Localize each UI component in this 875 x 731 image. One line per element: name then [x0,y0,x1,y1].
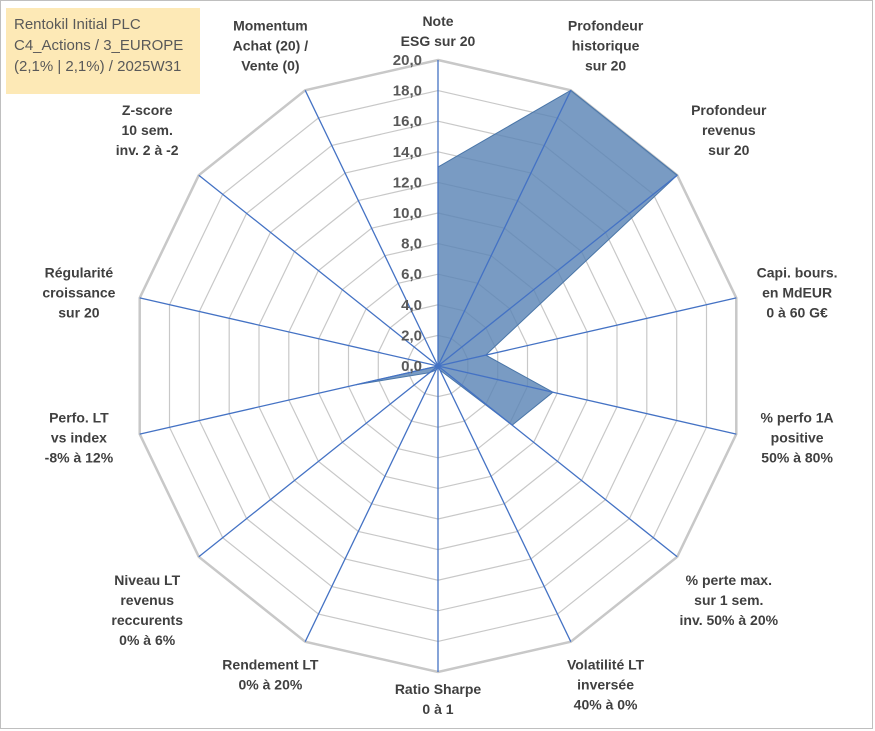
axis-label-line: Niveau LT [114,572,180,588]
axis-label-line: ESG sur 20 [401,33,476,49]
info-period: (2,1% | 2,1%) / 2025W31 [14,58,182,75]
axis-spoke [139,365,439,435]
axis-label-line: 0 à 60 G€ [766,305,828,321]
axis-label-line: 40% à 0% [574,697,638,713]
tick-label: 2,0 [401,327,422,344]
axis-label: Ratio Sharpe 0 à 1 [395,681,482,717]
axis-label-line: 0% à 20% [238,677,302,693]
info-company-name: Rentokil Initial PLC [14,16,141,33]
axis-label-line: % perfo 1A [761,410,834,426]
axis-label-line: 0 à 1 [422,701,453,717]
axis-label-line: inv. 2 à -2 [116,142,179,158]
tick-label: 12,0 [393,174,422,191]
axis-label-line: revenus [702,122,756,138]
tick-label: 16,0 [393,113,422,130]
axis-label: Volatilité LT inversée 40% à 0% [567,657,645,713]
axis-label-line: 0% à 6% [119,632,176,648]
axis-spoke [198,174,439,367]
axis-label: Rendement LT 0% à 20% [222,657,319,693]
axis-label-line: Achat (20) / [233,37,309,53]
tick-label-layer: 0,0 2,0 4,0 6,0 8,0 10,0 12,0 14,0 16,0 18,0 20,0 [393,52,422,375]
info-category: C4_Actions / 3_EUROPE [14,37,184,54]
spoke-layer [139,60,737,672]
axis-label-line: Profondeur [568,17,644,33]
axis-label-layer: Note ESG sur 20 Profondeur historique sur 20… [42,13,837,717]
axis-label-line: vs index [51,430,107,446]
axis-label-line: % perte max. [686,572,772,588]
tick-label: 0,0 [401,358,422,375]
axis-label-line: Momentum [233,17,308,33]
axis-label-line: 50% à 80% [761,450,833,466]
axis-label-line: historique [572,37,640,53]
axis-label: Momentum Achat (20) / Vente (0) [233,17,309,73]
axis-label-line: Profondeur [691,102,767,118]
axis-spoke [437,174,678,367]
tick-label: 18,0 [393,83,422,100]
axis-label-line: 10 sem. [122,122,173,138]
axis-label: Régularité croissance sur 20 [42,265,115,321]
axis-label-line: positive [771,430,824,446]
axis-label: Profondeur historique sur 20 [568,17,644,73]
axis-label: % perfo 1A positive 50% à 80% [761,410,834,466]
axis-label: Z-score 10 sem. inv. 2 à -2 [116,102,179,158]
axis-label-line: Ratio Sharpe [395,681,482,697]
tick-label: 14,0 [393,144,422,161]
axis-label-line: inv. 50% à 20% [680,612,779,628]
axis-label-line: sur 20 [585,57,626,73]
axis-spoke [437,297,737,367]
info-box: Rentokil Initial PLC C4_Actions / 3_EURO… [6,8,200,94]
axis-label: Perfo. LT vs index -8% à 12% [45,410,114,466]
axis-label-line: Vente (0) [241,57,299,73]
axis-spoke [304,365,439,642]
axis-label-line: sur 20 [58,305,99,321]
axis-label-line: en MdEUR [762,285,832,301]
axis-label-line: reccurents [111,612,183,628]
axis-label-line: Rendement LT [222,657,319,673]
axis-spoke [304,90,439,367]
axis-spoke [437,365,737,435]
axis-label-line: -8% à 12% [45,450,114,466]
tick-label: 4,0 [401,297,422,314]
axis-label: Capi. bours. en MdEUR 0 à 60 G€ [757,265,838,321]
axis-label: Profondeur revenus sur 20 [691,102,767,158]
axis-spoke [437,365,572,642]
axis-label-line: inversée [577,677,634,693]
axis-label-line: croissance [42,285,115,301]
axis-label: Niveau LT revenus reccurents 0% à 6% [111,572,183,648]
axis-label-line: Z-score [122,102,173,118]
axis-label: % perte max. sur 1 sem. inv. 50% à 20% [680,572,779,628]
axis-label-line: sur 20 [708,142,749,158]
axis-spoke [198,365,439,558]
tick-label: 20,0 [393,52,422,69]
tick-label: 8,0 [401,236,422,253]
axis-label-line: Régularité [45,265,114,281]
axis-label-line: Perfo. LT [49,410,109,426]
axis-label: Note ESG sur 20 [401,13,476,49]
axis-spoke [437,365,678,558]
axis-label-line: Volatilité LT [567,657,645,673]
axis-spoke [139,297,439,367]
axis-label-line: Note [422,13,453,29]
axis-label-line: Capi. bours. [757,265,838,281]
axis-label-line: revenus [120,592,174,608]
tick-label: 6,0 [401,266,422,283]
axis-spoke [437,90,572,367]
axis-label-line: sur 1 sem. [694,592,763,608]
tick-label: 10,0 [393,205,422,222]
